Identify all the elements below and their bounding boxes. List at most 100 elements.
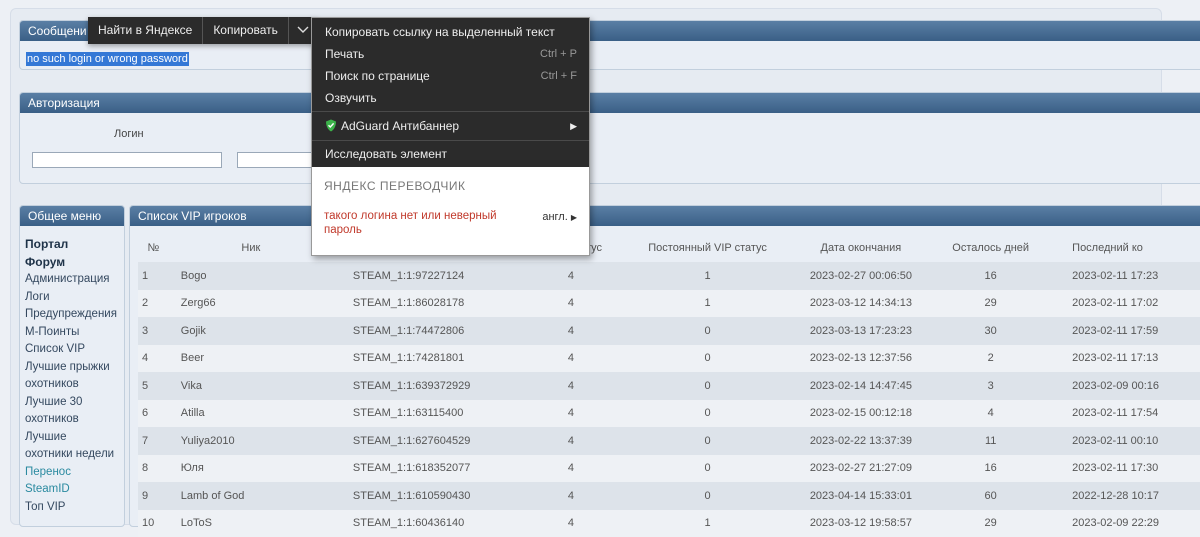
cell-vip-status: 4 — [511, 317, 630, 345]
cell-last: 2023-02-09 00:16 — [1044, 372, 1200, 400]
cell-num: 9 — [138, 482, 169, 510]
menu-item-best-jumps[interactable]: Лучшие прыжки — [25, 359, 125, 377]
cell-days-left: 30 — [937, 317, 1044, 345]
cell-days-left: 16 — [937, 455, 1044, 483]
cell-vip-status: 4 — [511, 455, 630, 483]
cell-last: 2023-02-11 00:10 — [1044, 427, 1200, 455]
login-label: Логин — [114, 128, 144, 140]
cell-days-left: 11 — [937, 427, 1044, 455]
copy-link-item[interactable]: Копировать ссылку на выделенный текст — [312, 21, 589, 43]
cell-steamid: STEAM_1:1:627604529 — [333, 427, 511, 455]
menu-item-m-points[interactable]: М-Поинты — [25, 324, 125, 342]
cell-vip-status: 4 — [511, 400, 630, 428]
menu-item-best-30-2[interactable]: охотников — [25, 411, 125, 429]
cell-num: 6 — [138, 400, 169, 428]
speak-item[interactable]: Озвучить — [312, 87, 589, 109]
cell-days-left: 4 — [937, 400, 1044, 428]
cell-nick: LoToS — [169, 510, 333, 537]
cell-last: 2023-02-11 17:54 — [1044, 400, 1200, 428]
find-shortcut: Ctrl + F — [541, 65, 577, 87]
cell-steamid: STEAM_1:1:610590430 — [333, 482, 511, 510]
cell-last: 2023-02-11 17:13 — [1044, 345, 1200, 373]
cell-end-date: 2023-03-12 19:58:57 — [785, 510, 938, 537]
col-end-date: Дата окончания — [785, 234, 938, 262]
find-in-yandex-button[interactable]: Найти в Яндексе — [88, 17, 203, 44]
cell-days-left: 16 — [937, 262, 1044, 290]
col-last: Последний ко — [1044, 234, 1200, 262]
cell-end-date: 2023-02-13 12:37:56 — [785, 345, 938, 373]
selected-error-text[interactable]: no such login or wrong password — [26, 52, 189, 66]
cell-num: 3 — [138, 317, 169, 345]
copy-button[interactable]: Копировать — [203, 17, 289, 44]
cell-last: 2023-02-11 17:02 — [1044, 290, 1200, 318]
menu-item-top-vip[interactable]: Топ VIP — [25, 499, 125, 517]
menu-item-best-jumps-2[interactable]: охотников — [25, 376, 125, 394]
cell-permanent-vip: 1 — [631, 290, 785, 318]
print-shortcut: Ctrl + P — [540, 43, 577, 65]
menu-item-warnings[interactable]: Предупреждения — [25, 306, 125, 324]
find-label: Поиск по странице — [325, 69, 430, 83]
cell-days-left: 3 — [937, 372, 1044, 400]
copy-link-label: Копировать ссылку на выделенный текст — [325, 25, 555, 39]
menu-item-admin[interactable]: Администрация — [25, 271, 125, 289]
cell-num: 1 — [138, 262, 169, 290]
menu-item-portal[interactable]: Портал — [25, 236, 125, 254]
cell-permanent-vip: 0 — [631, 372, 785, 400]
cell-nick: Vika — [169, 372, 333, 400]
separator — [312, 111, 589, 112]
cell-end-date: 2023-02-14 14:47:45 — [785, 372, 938, 400]
shield-icon — [325, 116, 337, 140]
auth-header: Авторизация — [20, 93, 1200, 113]
cell-last: 2022-12-28 10:17 — [1044, 482, 1200, 510]
cell-nick: Atilla — [169, 400, 333, 428]
menu-panel: Общее меню Портал Форум Администрация Ло… — [19, 205, 125, 527]
cell-nick: Gojik — [169, 317, 333, 345]
cell-num: 4 — [138, 345, 169, 373]
print-item[interactable]: Печать Ctrl + P — [312, 43, 589, 65]
menu-item-logs[interactable]: Логи — [25, 289, 125, 307]
adguard-item[interactable]: AdGuard Антибаннер ▶ — [312, 114, 589, 138]
cell-permanent-vip: 0 — [631, 317, 785, 345]
find-item[interactable]: Поиск по странице Ctrl + F — [312, 65, 589, 87]
cell-num: 7 — [138, 427, 169, 455]
cell-nick: Lamb of God — [169, 482, 333, 510]
language-selector[interactable]: англ. ▶ — [542, 211, 577, 223]
inspect-label: Исследовать элемент — [325, 147, 447, 161]
menu-item-vip-list[interactable]: Список VIP — [25, 341, 125, 359]
menu-item-steamid[interactable]: SteamID — [25, 481, 125, 499]
cell-steamid: STEAM_1:1:74281801 — [333, 345, 511, 373]
cell-days-left: 2 — [937, 345, 1044, 373]
adguard-label: AdGuard Антибаннер — [341, 119, 459, 133]
print-label: Печать — [325, 47, 364, 61]
cell-permanent-vip: 1 — [631, 510, 785, 537]
cell-nick: Yuliya2010 — [169, 427, 333, 455]
vip-panel: Список VIP игроков № Ник й VIP статус По… — [129, 205, 1200, 527]
translation-text[interactable]: такого логина нет или неверный пароль — [324, 209, 524, 237]
cell-end-date: 2023-02-27 00:06:50 — [785, 262, 938, 290]
submenu-arrow-icon: ▶ — [571, 213, 577, 222]
cell-end-date: 2023-02-15 00:12:18 — [785, 400, 938, 428]
cell-nick: Юля — [169, 455, 333, 483]
menu-item-forum[interactable]: Форум — [25, 254, 125, 272]
col-permanent-vip: Постоянный VIP статус — [631, 234, 785, 262]
menu-item-best-week-2[interactable]: охотники недели — [25, 446, 125, 464]
cell-permanent-vip: 1 — [631, 262, 785, 290]
translator-title: ЯНДЕКС ПЕРЕВОДЧИК — [324, 179, 465, 193]
col-nick: Ник — [169, 234, 333, 262]
menu-item-best-week[interactable]: Лучшие — [25, 429, 125, 447]
cell-permanent-vip: 0 — [631, 427, 785, 455]
menu-item-best-30[interactable]: Лучшие 30 — [25, 394, 125, 412]
cell-days-left: 29 — [937, 290, 1044, 318]
context-menu: Копировать ссылку на выделенный текст Пе… — [311, 17, 590, 256]
cell-num: 8 — [138, 455, 169, 483]
speak-label: Озвучить — [325, 91, 377, 105]
cell-vip-status: 4 — [511, 345, 630, 373]
login-input[interactable] — [32, 152, 222, 168]
cell-steamid: STEAM_1:1:74472806 — [333, 317, 511, 345]
inspect-item[interactable]: Исследовать элемент — [312, 143, 589, 165]
cell-steamid: STEAM_1:1:63115400 — [333, 400, 511, 428]
menu-item-transfer[interactable]: Перенос — [25, 464, 125, 482]
